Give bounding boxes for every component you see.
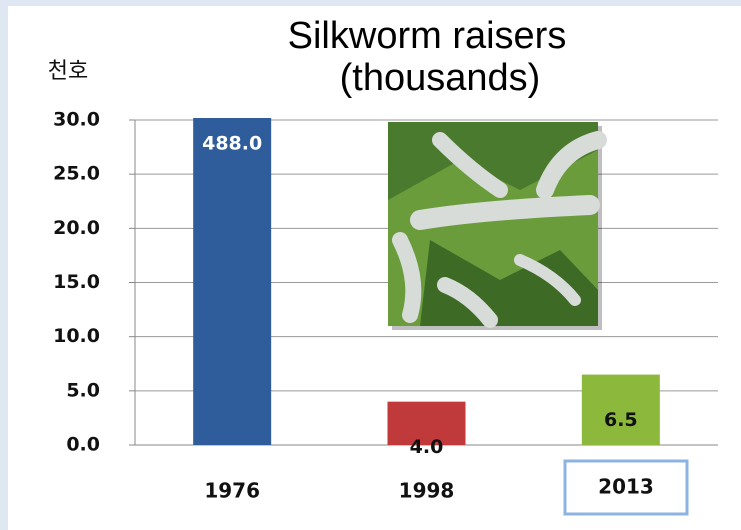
chart-subtitle: (thousands): [340, 57, 541, 99]
x-tick-label: 2013: [598, 475, 654, 499]
value-label: 488.0: [202, 133, 262, 155]
y-axis-label: 천호: [48, 59, 88, 84]
chart-title: Silkworm raisers: [288, 15, 567, 57]
bar: [193, 118, 272, 445]
label-box: [563, 459, 689, 516]
value-label: 4.0: [410, 436, 444, 458]
x-tick-label: 1976: [204, 479, 260, 503]
bar: [581, 374, 660, 445]
value-label: 6.5: [604, 409, 638, 431]
y-tick-label: 20.0: [53, 217, 100, 239]
silkworm-photo: [388, 122, 607, 330]
x-tick-label: 1998: [399, 479, 455, 503]
bar: [387, 401, 466, 445]
y-tick-label: 25.0: [53, 163, 100, 185]
y-tick-label: 5.0: [66, 379, 100, 401]
y-tick-label: 0.0: [66, 434, 100, 456]
y-tick-label: 30.0: [53, 109, 100, 131]
y-tick-label: 15.0: [53, 271, 100, 293]
y-tick-label: 10.0: [53, 325, 100, 347]
